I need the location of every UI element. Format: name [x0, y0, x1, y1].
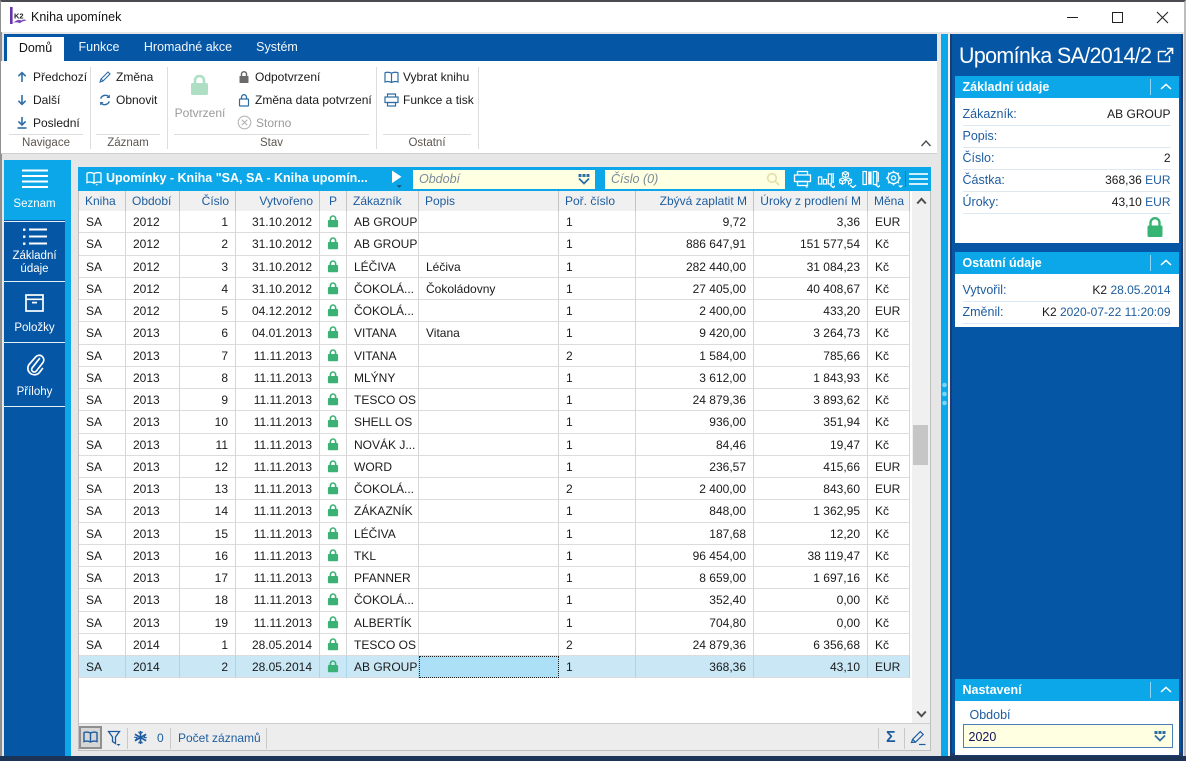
svg-text:K2: K2	[14, 12, 24, 21]
